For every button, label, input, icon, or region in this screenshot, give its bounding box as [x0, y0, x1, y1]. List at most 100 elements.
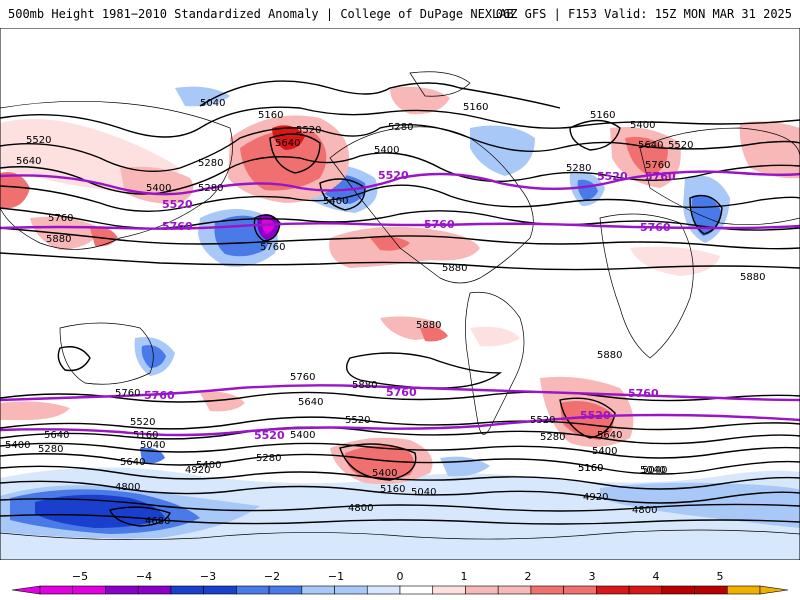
contour-label: 5040	[140, 440, 165, 451]
contour-label: 5400	[146, 183, 171, 194]
contour-label: 5520	[130, 417, 155, 428]
north-atlantic-low-contour	[569, 119, 621, 151]
color-scale-segment	[694, 585, 728, 595]
australia-outline	[59, 322, 154, 385]
color-scale-segment	[137, 585, 172, 595]
purple-contour-label: 5760	[386, 386, 417, 399]
contour-label: 5640	[16, 156, 41, 167]
contour-5760-south	[0, 391, 800, 403]
purple-label-layer: 5520 5760 5520 5520 5760 5760 5760 5760 …	[144, 169, 676, 442]
south-atlantic-ridge-contour	[559, 397, 616, 439]
purple-contour-label: 5760	[640, 221, 671, 234]
purple-contour-label: 5520	[597, 170, 628, 183]
purple-contour-label: 5760	[645, 170, 676, 183]
color-scale-segment	[465, 585, 499, 595]
purple-5760-south	[0, 384, 800, 402]
subtropical-red	[370, 236, 410, 251]
color-scale-right-arrow	[759, 585, 789, 595]
contour-label: 5520	[296, 125, 321, 136]
contour-5520-north	[0, 184, 800, 212]
color-scale-segment	[399, 585, 434, 595]
contour-label: 5280	[388, 122, 413, 133]
contour-label: 4800	[632, 505, 657, 516]
asia-outline	[0, 100, 233, 250]
contour-label: 5400	[5, 440, 30, 451]
color-scale-tick-label: 5	[717, 570, 724, 583]
color-scale-tick-label: −4	[136, 570, 152, 583]
color-scale-segment	[268, 585, 303, 595]
contour-label: 5760	[115, 388, 140, 399]
purple-contour-label: 5760	[424, 218, 455, 231]
color-scale-ticks: −5 −4 −3 −2 −1 0 1 2 3 4 5	[72, 570, 724, 583]
color-scale-tick-label: 0	[397, 570, 404, 583]
color-scale-segment	[661, 585, 695, 595]
contour-label: 5880	[442, 263, 467, 274]
height-contours	[0, 80, 800, 527]
contour-label: 5880	[46, 234, 71, 245]
contour-label: 4800	[115, 482, 140, 493]
contour-label: 5400	[372, 468, 397, 479]
contour-5280-south	[0, 453, 800, 475]
contour-label: 5040	[642, 465, 667, 476]
contour-5280-north	[0, 124, 800, 172]
contour-label: 5400	[196, 460, 221, 471]
color-scale-segment	[432, 585, 466, 595]
color-scale-segments	[11, 585, 789, 595]
color-scale-tick-label: −3	[200, 570, 216, 583]
color-scale-segment	[366, 585, 401, 595]
bering-deep-red	[272, 125, 305, 150]
purple-5520-north	[0, 170, 800, 196]
contour-label: 4920	[185, 465, 210, 476]
color-scale-segment	[530, 585, 564, 595]
contour-5160-south	[0, 465, 800, 490]
color-scale-tick-label: −5	[72, 570, 88, 583]
contour-5400-south	[0, 442, 800, 459]
model-run-info: 06Z GFS | F153 Valid: 15Z MON MAR 31 202…	[495, 7, 792, 21]
color-scale-segment	[563, 585, 597, 595]
contour-label: 5040	[640, 465, 665, 476]
south-pacific-ridge-contour	[339, 443, 417, 481]
contour-label: 5520	[345, 415, 370, 426]
purple-contour-label: 5760	[628, 387, 659, 400]
contour-label: 5400	[374, 145, 399, 156]
positive-anomaly-shading	[0, 86, 800, 485]
bering-red	[240, 130, 327, 191]
greenland-outline	[409, 71, 471, 97]
contour-label: 5400	[592, 446, 617, 457]
contour-label: 5160	[578, 463, 603, 474]
contour-label: 4800	[348, 503, 373, 514]
contour-label: 5160	[463, 102, 488, 113]
contour-label: 5400	[323, 196, 348, 207]
australia-blue-mid	[141, 345, 166, 368]
contour-label: 5400	[630, 120, 655, 131]
contour-label: 5280	[198, 183, 223, 194]
contour-label: 5640	[298, 397, 323, 408]
south-america-red	[420, 327, 448, 342]
antarctica-outline	[0, 529, 800, 560]
contour-label: 5640	[275, 138, 300, 149]
europe-outline	[639, 127, 800, 225]
contour-label: 5640	[44, 430, 69, 441]
contour-label: 5520	[530, 415, 555, 426]
color-scale-tick-label: 2	[525, 570, 532, 583]
contour-label: 5160	[133, 430, 158, 441]
south-pacific-5880-contour	[346, 352, 503, 389]
contour-label: 5760	[290, 372, 315, 383]
contour-label: 5040	[200, 98, 225, 109]
anomaly-map: 5040 5160 5520 5640 5280 5160 5400 5280 …	[0, 28, 800, 560]
contour-label: 5160	[258, 110, 283, 121]
contour-label: 5880	[416, 320, 441, 331]
purple-contours	[0, 170, 800, 437]
color-scale-tick-label: 4	[653, 570, 660, 583]
brazil-light-pink	[470, 326, 520, 347]
contour-label: 5280	[540, 432, 565, 443]
contour-5880-north	[0, 252, 800, 271]
contour-label: 5160	[590, 110, 615, 121]
color-scale-tick-label: 3	[589, 570, 596, 583]
contour-label: 5760	[48, 213, 73, 224]
contour-label: 5760	[260, 242, 285, 253]
color-scale-segment	[105, 585, 139, 595]
product-title: 500mb Height 1981−2010 Standardized Anom…	[8, 7, 514, 21]
color-scale-segment	[170, 585, 204, 595]
south-atlantic-red	[560, 400, 614, 440]
